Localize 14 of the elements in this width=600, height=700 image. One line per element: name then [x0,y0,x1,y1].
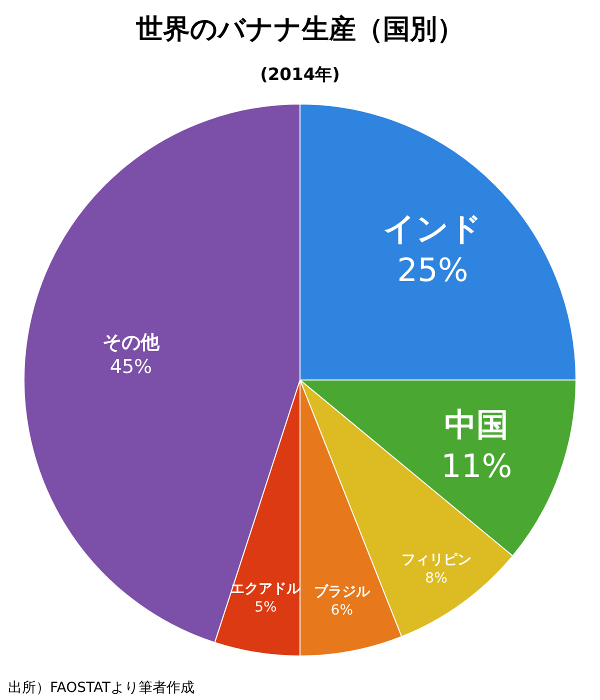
slice-label: インド [383,209,482,248]
data-label: 11% [441,447,512,486]
data-label: 45% [110,356,152,378]
data-label: 6% [330,602,353,618]
chart-title: 世界のバナナ生産（国別） [135,14,464,45]
slice-label: ブラジル [314,583,371,600]
data-label: 5% [254,599,277,616]
chart-subtitle: (2014年) [260,65,340,85]
data-label: 25% [397,250,468,289]
slice-label: その他 [102,331,160,354]
slice-label: 中国 [444,406,509,444]
data-label: 8% [425,570,448,586]
slice-label: フィリピン [401,552,472,568]
text: 出所）FAOSTATより筆者作成 [8,680,195,696]
